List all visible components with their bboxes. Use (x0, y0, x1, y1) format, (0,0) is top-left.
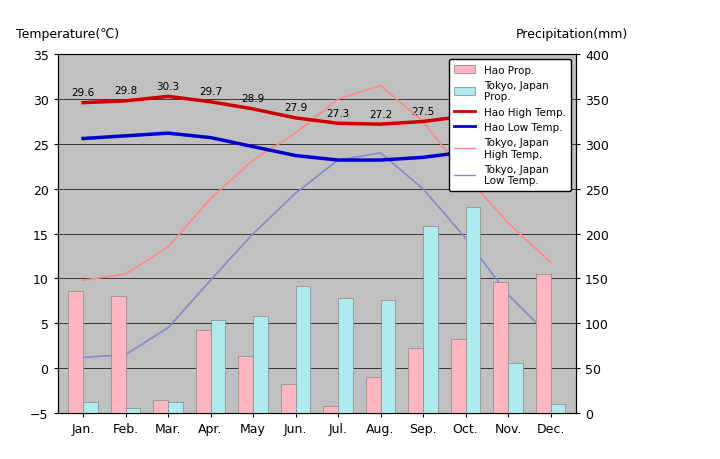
Bar (168, 403, 183, 413)
Bar (338, 298, 353, 413)
Text: 29.6: 29.6 (71, 88, 95, 98)
Bar (408, 349, 423, 413)
Bar (423, 227, 438, 413)
Bar (238, 356, 253, 413)
Text: 27.3: 27.3 (326, 108, 350, 118)
Bar (466, 207, 480, 413)
Text: 29.3: 29.3 (539, 90, 562, 101)
Text: 27.5: 27.5 (411, 106, 435, 117)
Bar (493, 282, 508, 413)
Text: 28.1: 28.1 (454, 101, 477, 111)
Bar (111, 297, 125, 413)
Bar (253, 316, 268, 413)
Bar (508, 363, 523, 413)
Bar (451, 340, 466, 413)
Bar (83, 403, 98, 413)
Text: 27.9: 27.9 (284, 103, 307, 113)
Text: Precipitation(mm): Precipitation(mm) (516, 28, 628, 41)
Bar (281, 385, 295, 413)
Text: 29.7: 29.7 (199, 87, 222, 97)
Bar (153, 401, 168, 413)
Bar (551, 404, 565, 413)
Bar (366, 377, 381, 413)
Bar (323, 406, 338, 413)
Text: 29.8: 29.8 (114, 86, 138, 96)
Text: 27.2: 27.2 (369, 109, 392, 119)
Text: 28.9: 28.9 (241, 94, 265, 104)
Bar (381, 300, 395, 413)
Text: 28.9: 28.9 (496, 94, 520, 104)
Bar (68, 291, 83, 413)
Text: Temperature(℃): Temperature(℃) (16, 28, 120, 41)
Legend: Hao Prop., Tokyo, Japan
Prop., Hao High Temp., Hao Low Temp., Tokyo, Japan
High : Hao Prop., Tokyo, Japan Prop., Hao High … (449, 60, 571, 191)
Bar (536, 274, 551, 413)
Bar (295, 286, 310, 413)
Bar (125, 408, 140, 413)
Bar (210, 320, 225, 413)
Text: 30.3: 30.3 (156, 82, 180, 92)
Bar (196, 331, 210, 413)
